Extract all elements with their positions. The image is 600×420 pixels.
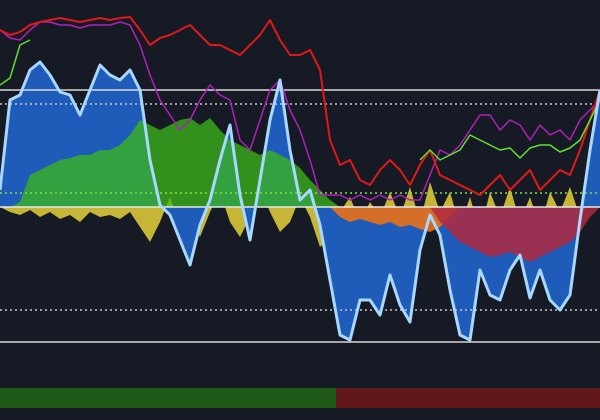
state-strip xyxy=(336,388,600,408)
state-strip xyxy=(0,388,336,408)
line xyxy=(0,16,600,196)
area xyxy=(0,182,600,247)
line xyxy=(0,39,31,86)
line xyxy=(419,99,600,161)
area-outline xyxy=(0,60,600,342)
area xyxy=(0,118,340,207)
area xyxy=(430,207,600,262)
line xyxy=(0,21,600,201)
